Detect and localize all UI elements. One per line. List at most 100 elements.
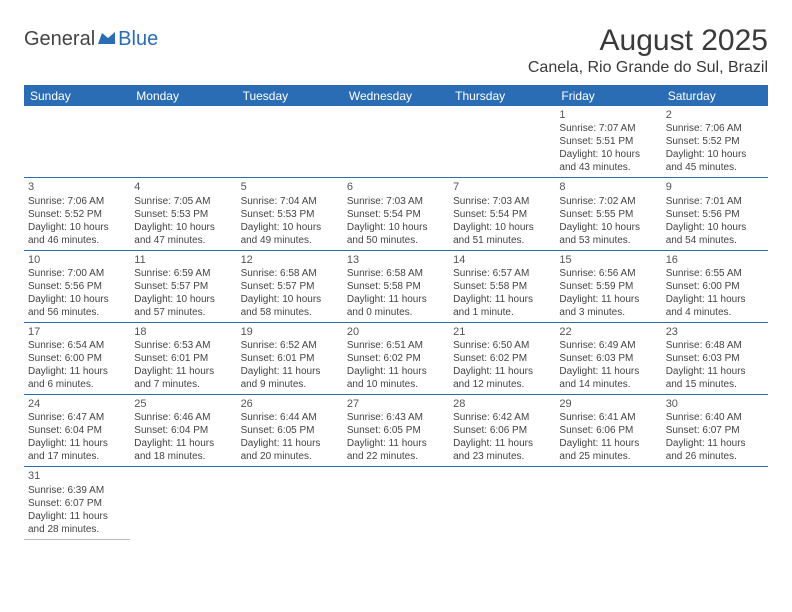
sunrise-line: Sunrise: 7:05 AM (134, 195, 232, 208)
sunrise-line: Sunrise: 6:58 AM (347, 267, 445, 280)
sunrise-line: Sunrise: 6:54 AM (28, 339, 126, 352)
day-number: 6 (347, 180, 445, 194)
day-cell: 16Sunrise: 6:55 AMSunset: 6:00 PMDayligh… (662, 251, 768, 322)
weekday-header: Thursday (449, 86, 555, 106)
daylight-line: Daylight: 11 hours and 25 minutes. (559, 437, 657, 463)
weekday-header: Wednesday (343, 86, 449, 106)
calendar-grid: SundayMondayTuesdayWednesdayThursdayFrid… (24, 85, 768, 540)
daylight-line: Daylight: 11 hours and 9 minutes. (241, 365, 339, 391)
day-cell: 14Sunrise: 6:57 AMSunset: 5:58 PMDayligh… (449, 251, 555, 322)
sunrise-line: Sunrise: 6:55 AM (666, 267, 764, 280)
day-number: 2 (666, 108, 764, 122)
daylight-line: Daylight: 10 hours and 49 minutes. (241, 221, 339, 247)
day-cell: 3Sunrise: 7:06 AMSunset: 5:52 PMDaylight… (24, 178, 130, 249)
sunset-line: Sunset: 5:53 PM (241, 208, 339, 221)
day-number: 16 (666, 253, 764, 267)
daylight-line: Daylight: 10 hours and 50 minutes. (347, 221, 445, 247)
weekday-header: Sunday (24, 86, 130, 106)
sunrise-line: Sunrise: 6:57 AM (453, 267, 551, 280)
day-number: 29 (559, 397, 657, 411)
day-cell: 13Sunrise: 6:58 AMSunset: 5:58 PMDayligh… (343, 251, 449, 322)
empty-cell (237, 467, 343, 539)
logo: General Blue (24, 24, 158, 51)
empty-cell (662, 467, 768, 539)
daylight-line: Daylight: 10 hours and 54 minutes. (666, 221, 764, 247)
sunrise-line: Sunrise: 6:53 AM (134, 339, 232, 352)
sunrise-line: Sunrise: 7:00 AM (28, 267, 126, 280)
day-cell: 10Sunrise: 7:00 AMSunset: 5:56 PMDayligh… (24, 251, 130, 322)
sunrise-line: Sunrise: 6:51 AM (347, 339, 445, 352)
sunset-line: Sunset: 6:02 PM (453, 352, 551, 365)
sunset-line: Sunset: 6:01 PM (241, 352, 339, 365)
sunrise-line: Sunrise: 6:41 AM (559, 411, 657, 424)
day-cell: 28Sunrise: 6:42 AMSunset: 6:06 PMDayligh… (449, 395, 555, 466)
sunrise-line: Sunrise: 6:47 AM (28, 411, 126, 424)
day-cell: 23Sunrise: 6:48 AMSunset: 6:03 PMDayligh… (662, 323, 768, 394)
sunrise-line: Sunrise: 6:58 AM (241, 267, 339, 280)
day-cell: 26Sunrise: 6:44 AMSunset: 6:05 PMDayligh… (237, 395, 343, 466)
day-cell: 12Sunrise: 6:58 AMSunset: 5:57 PMDayligh… (237, 251, 343, 322)
sunrise-line: Sunrise: 6:39 AM (28, 484, 126, 497)
daylight-line: Daylight: 11 hours and 1 minute. (453, 293, 551, 319)
day-cell: 7Sunrise: 7:03 AMSunset: 5:54 PMDaylight… (449, 178, 555, 249)
sunrise-line: Sunrise: 7:03 AM (347, 195, 445, 208)
daylight-line: Daylight: 10 hours and 53 minutes. (559, 221, 657, 247)
day-cell: 1Sunrise: 7:07 AMSunset: 5:51 PMDaylight… (555, 106, 661, 177)
daylight-line: Daylight: 10 hours and 45 minutes. (666, 148, 764, 174)
empty-cell (449, 467, 555, 539)
weekday-header: Tuesday (237, 86, 343, 106)
logo-text-blue: Blue (118, 28, 158, 51)
daylight-line: Daylight: 11 hours and 0 minutes. (347, 293, 445, 319)
daylight-line: Daylight: 11 hours and 28 minutes. (28, 510, 126, 536)
day-cell: 17Sunrise: 6:54 AMSunset: 6:00 PMDayligh… (24, 323, 130, 394)
daylight-line: Daylight: 10 hours and 46 minutes. (28, 221, 126, 247)
day-cell: 11Sunrise: 6:59 AMSunset: 5:57 PMDayligh… (130, 251, 236, 322)
daylight-line: Daylight: 10 hours and 51 minutes. (453, 221, 551, 247)
week-row: 31Sunrise: 6:39 AMSunset: 6:07 PMDayligh… (24, 467, 768, 539)
empty-cell (555, 467, 661, 539)
calendar-page: General Blue August 2025 Canela, Rio Gra… (0, 0, 792, 550)
sunrise-line: Sunrise: 7:04 AM (241, 195, 339, 208)
daylight-line: Daylight: 11 hours and 17 minutes. (28, 437, 126, 463)
daylight-line: Daylight: 11 hours and 7 minutes. (134, 365, 232, 391)
day-number: 22 (559, 325, 657, 339)
flag-icon (98, 31, 116, 45)
sunset-line: Sunset: 6:07 PM (28, 497, 126, 510)
day-cell: 21Sunrise: 6:50 AMSunset: 6:02 PMDayligh… (449, 323, 555, 394)
sunrise-line: Sunrise: 6:56 AM (559, 267, 657, 280)
day-number: 15 (559, 253, 657, 267)
day-number: 19 (241, 325, 339, 339)
day-cell: 6Sunrise: 7:03 AMSunset: 5:54 PMDaylight… (343, 178, 449, 249)
day-cell: 5Sunrise: 7:04 AMSunset: 5:53 PMDaylight… (237, 178, 343, 249)
sunrise-line: Sunrise: 6:48 AM (666, 339, 764, 352)
daylight-line: Daylight: 11 hours and 23 minutes. (453, 437, 551, 463)
sunset-line: Sunset: 5:59 PM (559, 280, 657, 293)
empty-cell (449, 106, 555, 177)
day-cell: 22Sunrise: 6:49 AMSunset: 6:03 PMDayligh… (555, 323, 661, 394)
sunset-line: Sunset: 6:02 PM (347, 352, 445, 365)
day-cell: 18Sunrise: 6:53 AMSunset: 6:01 PMDayligh… (130, 323, 236, 394)
day-number: 14 (453, 253, 551, 267)
day-cell: 31Sunrise: 6:39 AMSunset: 6:07 PMDayligh… (24, 467, 130, 539)
daylight-line: Daylight: 11 hours and 14 minutes. (559, 365, 657, 391)
day-number: 24 (28, 397, 126, 411)
sunrise-line: Sunrise: 7:06 AM (666, 122, 764, 135)
daylight-line: Daylight: 11 hours and 20 minutes. (241, 437, 339, 463)
daylight-line: Daylight: 11 hours and 10 minutes. (347, 365, 445, 391)
sunset-line: Sunset: 6:03 PM (666, 352, 764, 365)
sunrise-line: Sunrise: 6:59 AM (134, 267, 232, 280)
day-cell: 8Sunrise: 7:02 AMSunset: 5:55 PMDaylight… (555, 178, 661, 249)
sunrise-line: Sunrise: 7:01 AM (666, 195, 764, 208)
sunset-line: Sunset: 6:05 PM (241, 424, 339, 437)
day-number: 1 (559, 108, 657, 122)
day-number: 8 (559, 180, 657, 194)
month-title: August 2025 (528, 24, 768, 57)
sunset-line: Sunset: 5:57 PM (134, 280, 232, 293)
sunrise-line: Sunrise: 7:03 AM (453, 195, 551, 208)
sunrise-line: Sunrise: 6:50 AM (453, 339, 551, 352)
week-row: 3Sunrise: 7:06 AMSunset: 5:52 PMDaylight… (24, 178, 768, 250)
day-number: 20 (347, 325, 445, 339)
day-number: 12 (241, 253, 339, 267)
empty-cell (343, 467, 449, 539)
sunrise-line: Sunrise: 6:42 AM (453, 411, 551, 424)
